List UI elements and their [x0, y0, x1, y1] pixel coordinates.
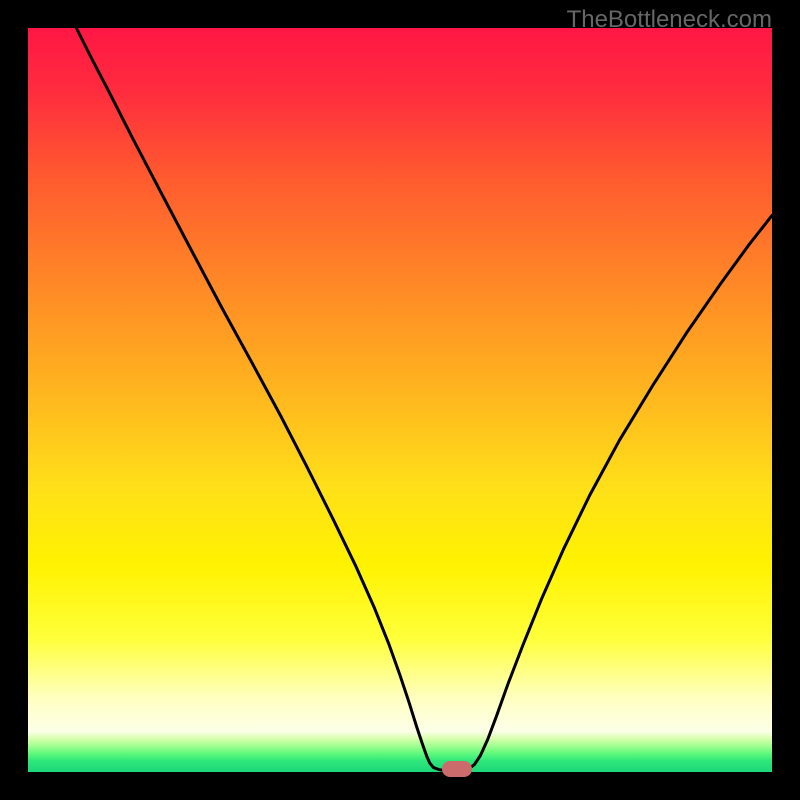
optimum-marker	[442, 761, 472, 777]
watermark-text: TheBottleneck.com	[567, 6, 772, 34]
curve-path	[76, 28, 772, 771]
bottleneck-curve	[0, 0, 800, 800]
